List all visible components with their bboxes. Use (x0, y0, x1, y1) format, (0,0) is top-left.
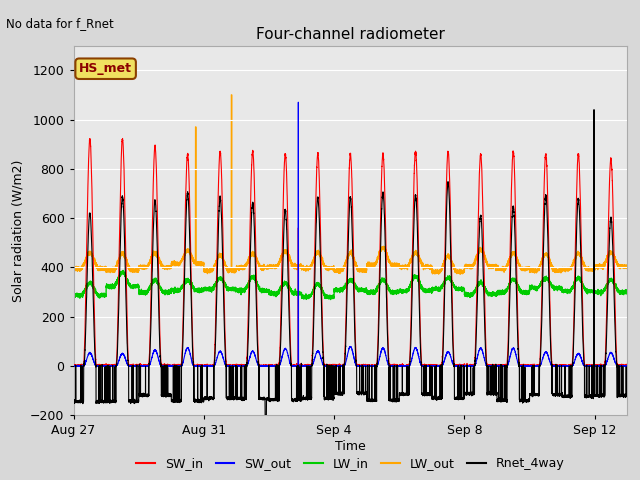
Y-axis label: Solar radiation (W/m2): Solar radiation (W/m2) (12, 159, 25, 301)
Text: HS_met: HS_met (79, 62, 132, 75)
Title: Four-channel radiometer: Four-channel radiometer (256, 27, 445, 42)
X-axis label: Time: Time (335, 440, 366, 453)
Text: No data for f_Rnet: No data for f_Rnet (6, 17, 114, 30)
Legend: SW_in, SW_out, LW_in, LW_out, Rnet_4way: SW_in, SW_out, LW_in, LW_out, Rnet_4way (131, 453, 570, 476)
